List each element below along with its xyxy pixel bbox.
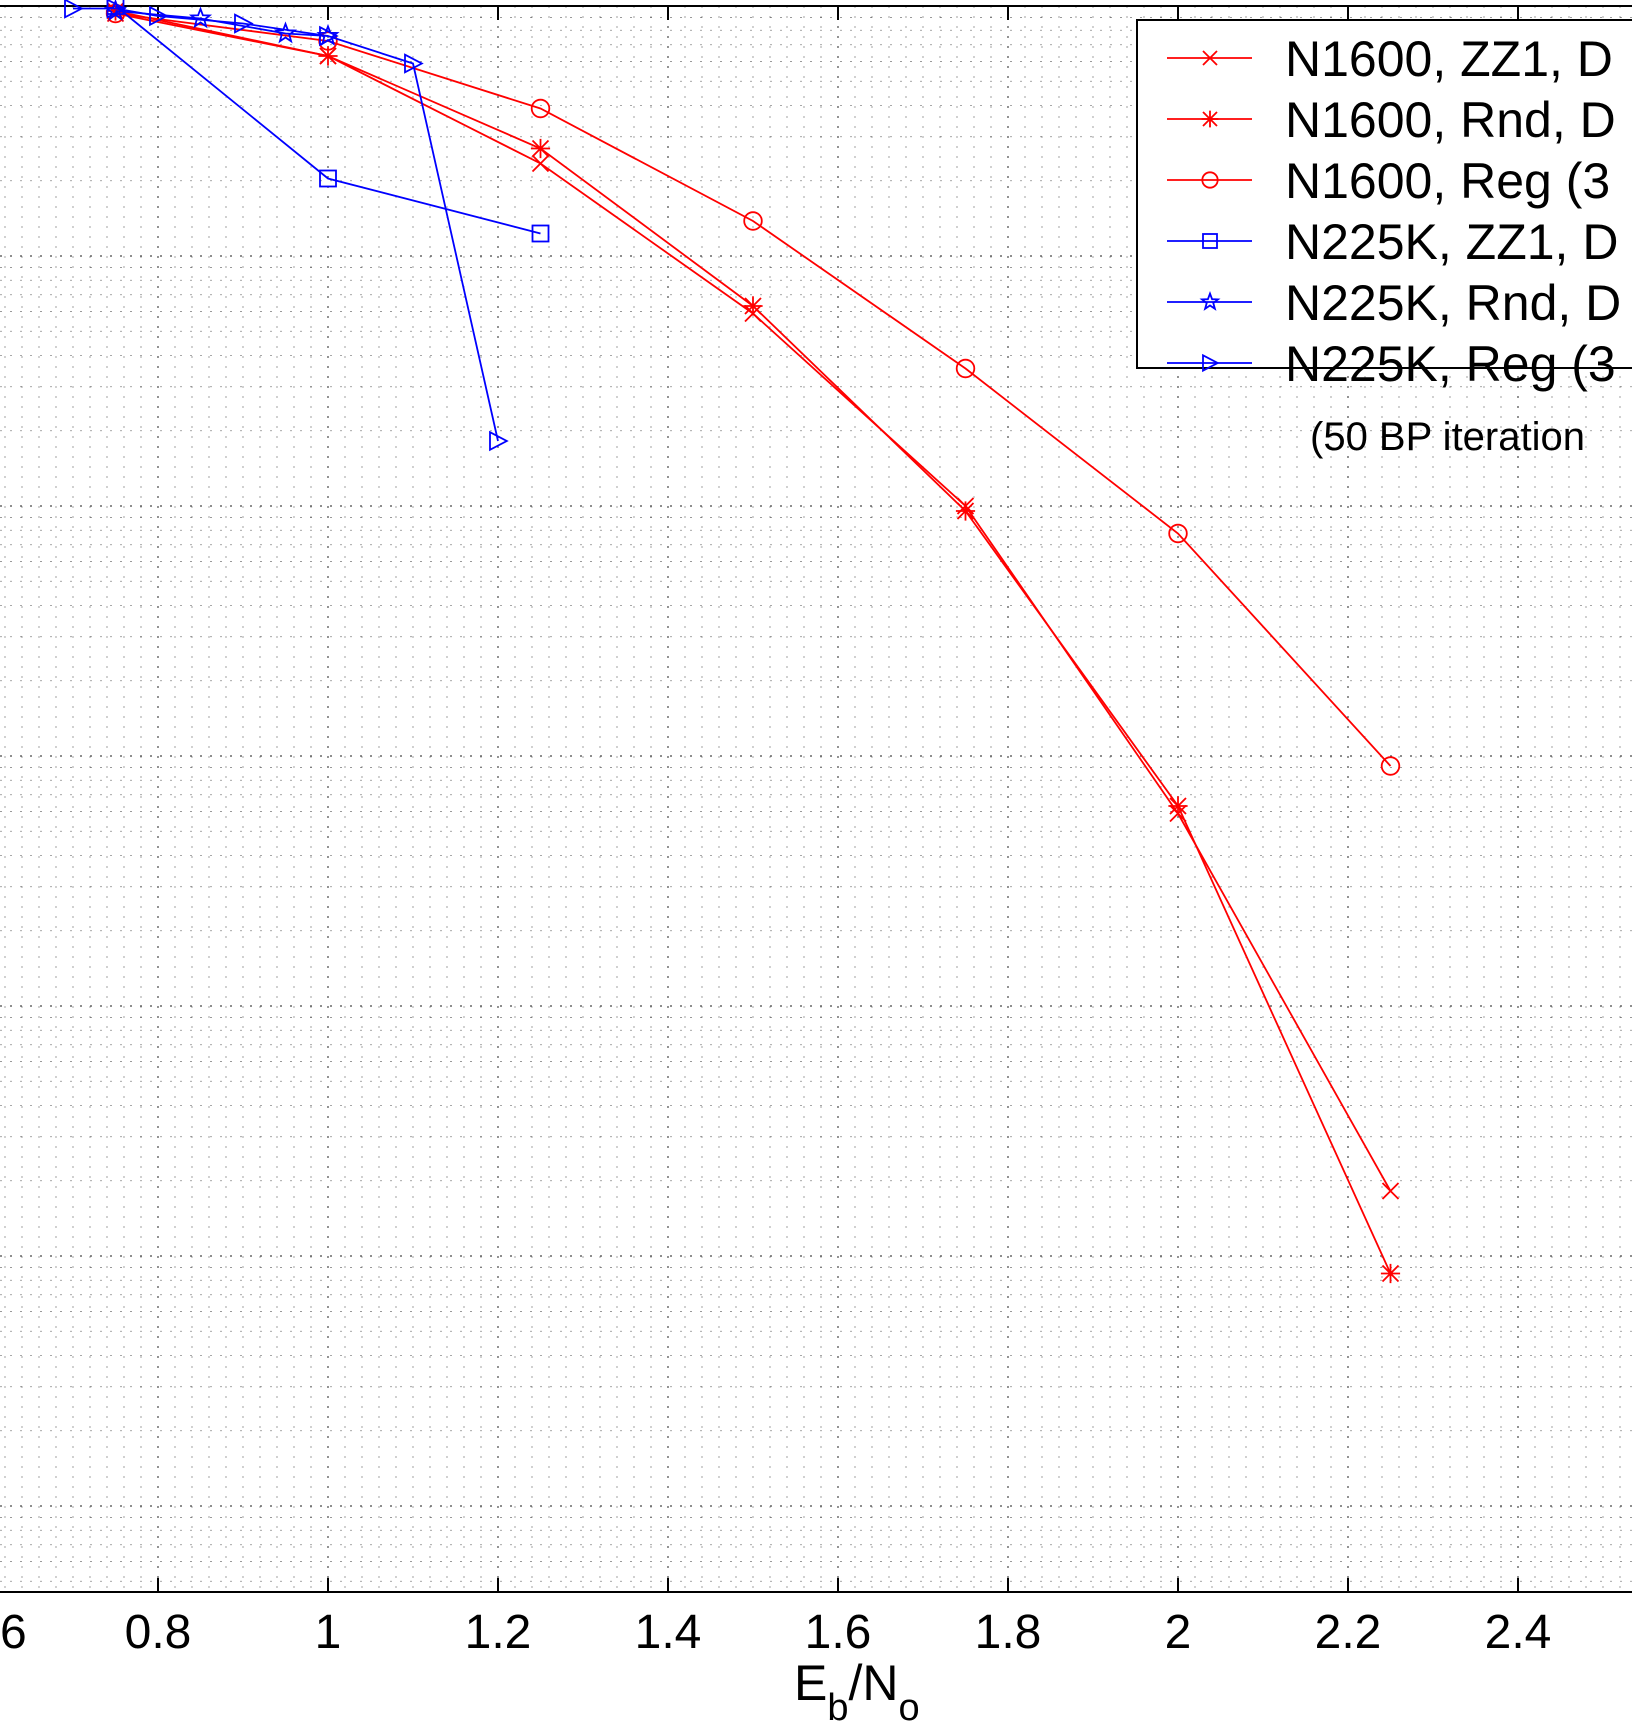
data-point — [64, 0, 84, 19]
x-axis-label-mid: /N — [849, 1655, 899, 1711]
x-tick-label: 1.2 — [465, 1606, 532, 1659]
data-point — [955, 501, 976, 521]
x-axis-label: Eb/No — [794, 1655, 920, 1725]
data-point — [106, 0, 127, 19]
legend-marker — [1201, 110, 1219, 128]
legend-marker — [1201, 171, 1219, 189]
x-tick-label: 0.8 — [125, 1606, 192, 1659]
data-point — [955, 358, 976, 379]
x-axis-label-sub2: o — [899, 1687, 920, 1725]
x-tick-label: 1.4 — [635, 1606, 702, 1659]
series-6 — [64, 0, 509, 452]
axes — [0, 5, 1632, 1593]
data-point — [234, 13, 254, 34]
legend-entry-5: N225K, Rnd, D — [1167, 275, 1621, 331]
x-ticks: 6 0.8 1 1.2 1.4 1.6 1.8 2 2.2 2.4 — [0, 6, 1551, 1659]
data-point — [530, 138, 551, 159]
data-point — [743, 211, 763, 231]
data-point — [319, 25, 339, 47]
data-point — [1380, 1263, 1401, 1284]
legend-marker — [1202, 353, 1220, 373]
data-point — [318, 46, 338, 66]
legend-entry-4: N225K, ZZ1, D — [1167, 214, 1618, 270]
x-axis-label-sub1: b — [827, 1687, 848, 1725]
series-line — [73, 7, 499, 442]
data-point — [1168, 796, 1188, 816]
series-line — [114, 5, 541, 235]
legend-label: N1600, Rnd, D — [1285, 92, 1616, 148]
legend-label: N225K, ZZ1, D — [1285, 214, 1618, 270]
grid — [0, 5, 1632, 1592]
data-point — [404, 53, 424, 74]
data-point — [1380, 756, 1401, 776]
x-tick-label: 2 — [1165, 1606, 1192, 1659]
legend-label: N1600, ZZ1, D — [1285, 31, 1613, 87]
x-tick-label: 1.6 — [805, 1606, 872, 1659]
x-tick-label: 2.2 — [1315, 1606, 1382, 1659]
legend-entry-1: N1600, ZZ1, D — [1167, 31, 1613, 87]
series — [64, 0, 1401, 1284]
x-axis-label-main: E — [794, 1655, 827, 1711]
data-point — [531, 224, 550, 243]
legend-marker — [1202, 233, 1218, 249]
data-point — [743, 296, 763, 316]
x-tick-label: 6 — [0, 1606, 27, 1659]
legend-label: N225K, Reg (3 — [1285, 336, 1616, 392]
data-point — [1381, 1182, 1400, 1200]
data-point — [319, 169, 337, 188]
data-point — [530, 98, 551, 119]
data-point — [489, 430, 509, 452]
legend-note: (50 BP iteration — [1310, 415, 1585, 459]
data-point — [531, 154, 550, 173]
legend-box — [1136, 19, 1632, 369]
legend-entry-3: N1600, Reg (3 — [1167, 153, 1610, 209]
series-4 — [106, 0, 550, 243]
data-point — [149, 5, 169, 27]
legend-label: N1600, Reg (3 — [1285, 153, 1610, 209]
x-tick-label: 1.8 — [975, 1606, 1042, 1659]
x-tick-label: 1 — [315, 1606, 342, 1659]
data-point — [188, 6, 213, 29]
legend-marker — [1202, 50, 1218, 66]
data-point — [1168, 523, 1188, 544]
legend-label: N225K, Rnd, D — [1285, 275, 1621, 331]
x-tick-label: 2.4 — [1485, 1606, 1552, 1659]
legend-entry-2: N1600, Rnd, D — [1167, 92, 1616, 148]
series-line — [115, 10, 329, 37]
legend-marker — [1199, 291, 1221, 311]
legend-entry-6: N225K, Reg (3 — [1167, 336, 1616, 392]
